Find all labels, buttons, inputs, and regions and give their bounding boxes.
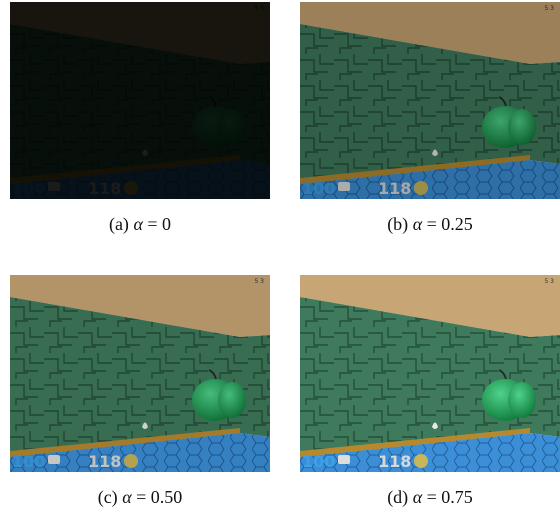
- ammo-counter: 118: [378, 452, 411, 471]
- caption-c-value: 0.50: [150, 487, 183, 507]
- ammo-icon: [124, 454, 138, 468]
- panel-c: 100 118 5 3 (c) α = 0.50: [10, 275, 270, 513]
- apple-icon: [482, 369, 536, 421]
- crosshair-icon: [432, 149, 438, 156]
- hex-floor: [300, 160, 560, 199]
- caption-b-label: (b): [387, 214, 409, 234]
- keycard-icon: [48, 455, 60, 464]
- hex-floor: [10, 433, 270, 472]
- caption-b: (b) α = 0.25: [300, 214, 560, 235]
- circuit-wall: [300, 297, 530, 457]
- caption-a-alpha: α: [133, 214, 143, 234]
- caption-b-equals: =: [426, 214, 437, 234]
- ammo-icon: [414, 181, 428, 195]
- game-screenshot-b: 100 118 5 3: [300, 2, 560, 199]
- game-screenshot-c: 100 118 5 3: [10, 275, 270, 472]
- caption-d: (d) α = 0.75: [300, 487, 560, 508]
- ammo-counter: 118: [378, 179, 411, 198]
- game-scene-b: 100 118 5 3: [300, 2, 560, 199]
- caption-d-label: (d): [387, 487, 409, 507]
- crosshair-icon: [142, 422, 148, 429]
- game-scene-c: 100 118 5 3: [10, 275, 270, 472]
- apple-icon: [482, 96, 536, 148]
- circuit-wall: [300, 24, 530, 184]
- caption-a-label: (a): [108, 214, 129, 234]
- caption-a-equals: =: [147, 214, 158, 234]
- caption-c-equals: =: [136, 487, 147, 507]
- health-counter: 100: [302, 452, 335, 471]
- caption-d-alpha: α: [412, 487, 423, 507]
- caption-c-label: (c): [97, 487, 118, 507]
- caption-b-value: 0.25: [441, 214, 473, 234]
- brightness-overlay: [10, 275, 270, 472]
- brightness-overlay: [10, 2, 270, 199]
- crosshair-icon: [432, 422, 438, 429]
- caption-a: (a) α = 0: [10, 214, 270, 235]
- panel-b: 100 118 5 3 (b) α = 0.25: [300, 2, 560, 240]
- game-scene-d: 100 118 5 3: [300, 275, 560, 472]
- health-counter: 100: [12, 452, 45, 471]
- ceiling: [10, 275, 270, 337]
- keycard-icon: [338, 182, 350, 191]
- baseboard: [10, 428, 240, 457]
- hex-floor: [300, 433, 560, 472]
- caption-c-alpha: α: [122, 487, 132, 507]
- game-screenshot-d: 100 118 5 3: [300, 275, 560, 472]
- fps-readout: 5 3: [254, 278, 264, 285]
- caption-b-alpha: α: [412, 214, 423, 234]
- circuit-wall-right: [530, 62, 560, 164]
- fps-readout: 5 3: [544, 5, 554, 12]
- circuit-wall-right: [530, 335, 560, 437]
- baseboard: [300, 155, 530, 184]
- panel-d: 100 118 5 3 (d) α = 0.75: [300, 275, 560, 513]
- ceiling: [300, 2, 560, 64]
- circuit-wall: [10, 297, 240, 457]
- brightness-overlay: [300, 2, 560, 199]
- fps-readout: 5 3: [544, 278, 554, 285]
- ammo-icon: [414, 454, 428, 468]
- caption-d-equals: =: [426, 487, 437, 507]
- circuit-wall-right: [240, 335, 270, 437]
- apple-icon: [192, 369, 246, 421]
- caption-d-value: 0.75: [441, 487, 473, 507]
- ammo-counter: 118: [88, 452, 121, 471]
- health-counter: 100: [302, 179, 335, 198]
- ceiling: [300, 275, 560, 337]
- baseboard: [300, 428, 530, 457]
- caption-c: (c) α = 0.50: [10, 487, 270, 508]
- keycard-icon: [338, 455, 350, 464]
- caption-a-value: 0: [162, 214, 172, 234]
